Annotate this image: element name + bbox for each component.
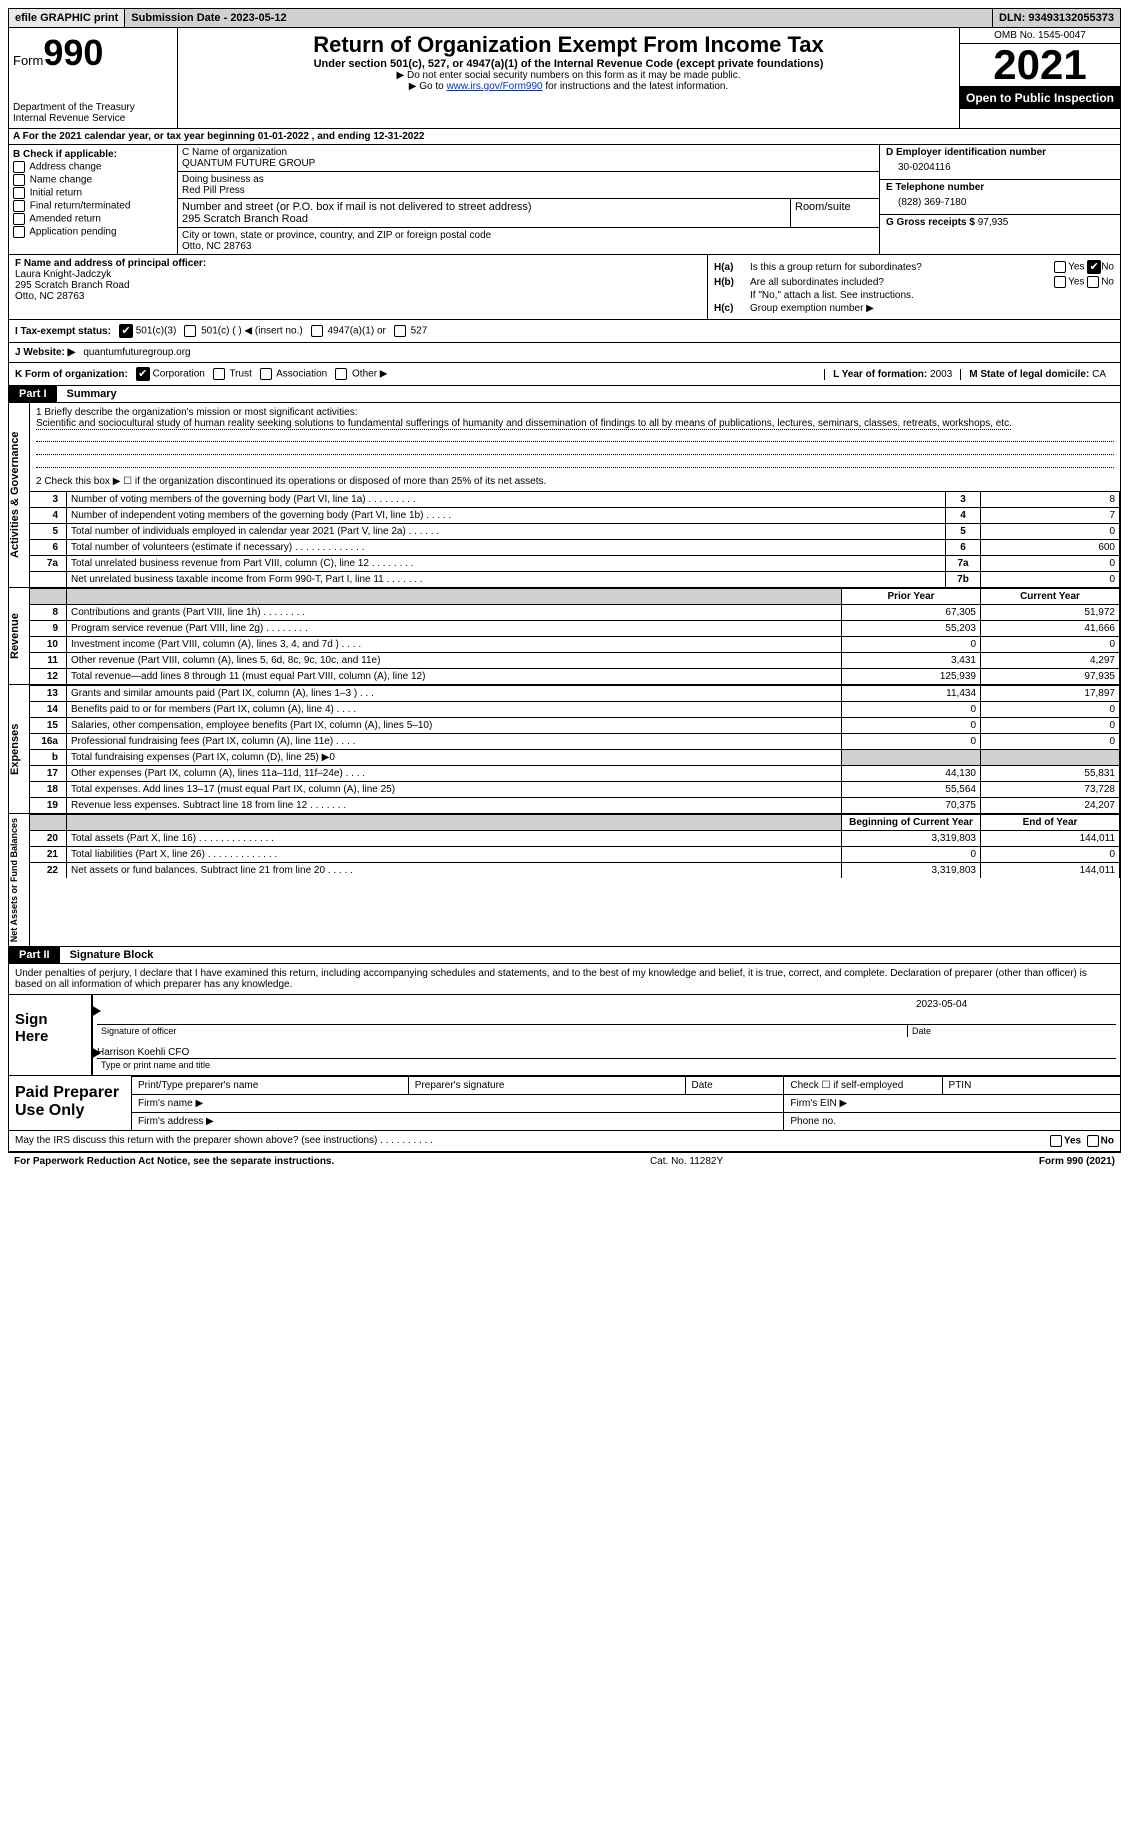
prep-sig-label: Preparer's signature (408, 1077, 685, 1095)
firm-name-label: Firm's name ▶ (132, 1095, 784, 1113)
hc-text: Group exemption number ▶ (750, 303, 1114, 314)
form-subtitle: Under section 501(c), 527, or 4947(a)(1)… (182, 58, 955, 70)
sig-name: Harrison Koehli CFO (97, 1047, 1116, 1058)
sig-date-label: Date (907, 1025, 1116, 1037)
form-title: Return of Organization Exempt From Incom… (182, 32, 955, 58)
hc-label: H(c) (714, 303, 750, 314)
footer-mid: Cat. No. 11282Y (334, 1156, 1039, 1167)
dept-treasury: Department of the Treasury Internal Reve… (13, 102, 173, 124)
section-bcd: B Check if applicable: Address change Na… (8, 145, 1121, 255)
firm-ein-label: Firm's EIN ▶ (784, 1095, 1120, 1113)
col-b-checkboxes: B Check if applicable: Address change Na… (9, 145, 178, 254)
tel-label: E Telephone number (886, 182, 1114, 193)
sign-here-block: Sign Here 2023-05-04 Signature of office… (8, 995, 1121, 1076)
checkbox-option[interactable]: Application pending (13, 226, 173, 238)
vtab-expenses: Expenses (9, 685, 30, 813)
form-note-link: ▶ Go to www.irs.gov/Form990 for instruct… (182, 81, 955, 92)
vtab-netassets: Net Assets or Fund Balances (9, 814, 30, 946)
website-value: quantumfuturegroup.org (83, 347, 190, 358)
summary-netassets: Net Assets or Fund Balances Beginning of… (8, 814, 1121, 947)
firm-addr-label: Firm's address ▶ (132, 1113, 784, 1131)
mission-label: 1 Briefly describe the organization's mi… (36, 407, 1114, 418)
hb-yesno: Yes No (1054, 276, 1114, 288)
line-2: 2 Check this box ▶ ☐ if the organization… (30, 472, 1120, 491)
paid-label: Paid Preparer Use Only (9, 1076, 131, 1130)
mission-text: Scientific and sociocultural study of hu… (36, 418, 1114, 429)
sig-officer-label: Signature of officer (97, 1025, 907, 1037)
prep-ptin-label: PTIN (942, 1077, 1120, 1095)
checkbox-option[interactable]: Address change (13, 161, 173, 173)
summary-revenue: Revenue Prior YearCurrent Year8Contribut… (8, 588, 1121, 685)
officer-addr1: 295 Scratch Branch Road (15, 280, 701, 291)
sig-name-label: Type or print name and title (97, 1059, 214, 1071)
part1-header: Part I Summary (8, 386, 1121, 403)
tel-value: (828) 369-7180 (886, 193, 1114, 212)
paid-preparer-block: Paid Preparer Use Only Print/Type prepar… (8, 1076, 1121, 1131)
hb-text: Are all subordinates included? (750, 277, 1054, 288)
submission-date: Submission Date - 2023-05-12 (125, 9, 993, 27)
city-value: Otto, NC 28763 (182, 241, 875, 252)
row-k-form-org: K Form of organization: ✔ Corporation Tr… (8, 363, 1121, 386)
summary-governance: Activities & Governance 1 Briefly descri… (8, 403, 1121, 588)
col-f-officer: F Name and address of principal officer:… (9, 255, 708, 319)
vtab-revenue: Revenue (9, 588, 30, 684)
col-c-org: C Name of organization QUANTUM FUTURE GR… (178, 145, 880, 254)
form-number: Form990 (13, 32, 173, 74)
col-h-group: H(a) Is this a group return for subordin… (708, 255, 1120, 319)
form-header: Form990 Department of the Treasury Inter… (8, 28, 1121, 129)
dln: DLN: 93493132055373 (993, 9, 1120, 27)
sign-here-label: Sign Here (9, 995, 91, 1075)
irs-link[interactable]: www.irs.gov/Form990 (446, 81, 542, 92)
vtab-governance: Activities & Governance (9, 403, 30, 587)
officer-name: Laura Knight-Jadczyk (15, 269, 701, 280)
row-i-tax-status: I Tax-exempt status: ✔ 501(c)(3) 501(c) … (8, 320, 1121, 343)
form-note-ssn: ▶ Do not enter social security numbers o… (182, 70, 955, 81)
officer-label: F Name and address of principal officer: (15, 258, 701, 269)
ha-label: H(a) (714, 262, 750, 273)
gross-receipts: G Gross receipts $ 97,935 (880, 215, 1120, 230)
footer-question: May the IRS discuss this return with the… (8, 1131, 1121, 1152)
dba-label: Doing business as (182, 174, 875, 185)
footer-right: Form 990 (2021) (1039, 1156, 1115, 1167)
org-name: QUANTUM FUTURE GROUP (182, 158, 875, 169)
section-fh: F Name and address of principal officer:… (8, 255, 1121, 320)
checkbox-option[interactable]: Name change (13, 174, 173, 186)
addr-label: Number and street (or P.O. box if mail i… (182, 201, 786, 213)
tax-year: 2021 (960, 44, 1120, 87)
firm-phone-label: Phone no. (784, 1113, 1120, 1131)
part2-header: Part II Signature Block (8, 947, 1121, 964)
row-a-tax-year: A For the 2021 calendar year, or tax yea… (8, 129, 1121, 145)
col-b-label: B Check if applicable: (13, 149, 173, 160)
ein-value: 30-0204116 (886, 158, 1114, 177)
ein-label: D Employer identification number (886, 147, 1114, 158)
room-label: Room/suite (791, 199, 879, 227)
org-name-label: C Name of organization (182, 147, 875, 158)
hb-label: H(b) (714, 277, 750, 288)
prep-selfemp: Check ☐ if self-employed (784, 1077, 942, 1095)
checkbox-option[interactable]: Amended return (13, 213, 173, 225)
col-d-ein: D Employer identification number 30-0204… (880, 145, 1120, 254)
checkbox-option[interactable]: Final return/terminated (13, 200, 173, 212)
summary-expenses: Expenses 13Grants and similar amounts pa… (8, 685, 1121, 814)
public-inspection: Open to Public Inspection (960, 87, 1120, 109)
h-note: If "No," attach a list. See instructions… (714, 290, 1114, 301)
dba-value: Red Pill Press (182, 185, 875, 196)
efile-print-button[interactable]: efile GRAPHIC print (9, 9, 125, 27)
officer-addr2: Otto, NC 28763 (15, 291, 701, 302)
row-j-website: J Website: ▶ quantumfuturegroup.org (8, 343, 1121, 363)
ha-yesno: Yes ✔No (1054, 260, 1114, 274)
top-bar: efile GRAPHIC print Submission Date - 20… (8, 8, 1121, 28)
sign-date: 2023-05-04 (916, 999, 1116, 1010)
footer-bar: For Paperwork Reduction Act Notice, see … (8, 1152, 1121, 1170)
ha-text: Is this a group return for subordinates? (750, 262, 1054, 273)
signature-intro: Under penalties of perjury, I declare th… (8, 964, 1121, 995)
footer-left: For Paperwork Reduction Act Notice, see … (14, 1156, 334, 1167)
city-label: City or town, state or province, country… (182, 230, 875, 241)
addr-value: 295 Scratch Branch Road (182, 213, 786, 225)
prep-date-label: Date (685, 1077, 784, 1095)
prep-name-label: Print/Type preparer's name (132, 1077, 409, 1095)
checkbox-option[interactable]: Initial return (13, 187, 173, 199)
